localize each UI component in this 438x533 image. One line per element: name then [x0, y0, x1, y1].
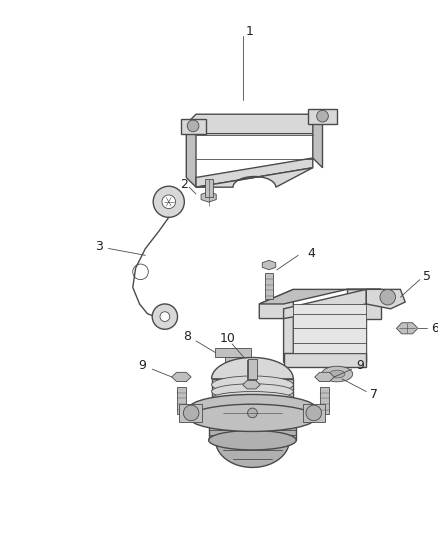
Polygon shape [262, 260, 276, 270]
Ellipse shape [189, 394, 316, 422]
Circle shape [306, 405, 321, 421]
Polygon shape [212, 379, 293, 406]
Ellipse shape [321, 366, 353, 382]
Text: 4: 4 [307, 247, 315, 260]
Circle shape [162, 195, 176, 208]
Ellipse shape [208, 431, 296, 450]
Polygon shape [283, 289, 366, 319]
Polygon shape [196, 158, 313, 187]
Polygon shape [172, 373, 191, 382]
Polygon shape [315, 373, 334, 382]
Circle shape [317, 110, 328, 122]
Polygon shape [320, 386, 329, 414]
Polygon shape [303, 404, 325, 422]
Text: 2: 2 [180, 178, 188, 191]
Polygon shape [366, 289, 405, 309]
Polygon shape [205, 180, 212, 197]
Polygon shape [265, 273, 273, 299]
Circle shape [153, 186, 184, 217]
Polygon shape [212, 358, 293, 379]
Text: 1: 1 [246, 25, 254, 38]
Polygon shape [215, 440, 290, 467]
Text: 10: 10 [219, 332, 235, 344]
Ellipse shape [329, 370, 345, 378]
Polygon shape [215, 348, 251, 358]
Polygon shape [283, 353, 366, 367]
Polygon shape [243, 381, 260, 389]
Polygon shape [186, 114, 322, 134]
Circle shape [380, 289, 396, 305]
Polygon shape [308, 109, 337, 124]
Text: 3: 3 [95, 240, 102, 253]
Circle shape [160, 312, 170, 321]
Ellipse shape [222, 369, 244, 379]
Circle shape [247, 408, 257, 418]
Polygon shape [177, 386, 186, 414]
Text: 6: 6 [431, 322, 438, 335]
Polygon shape [181, 119, 206, 134]
Polygon shape [225, 358, 241, 374]
Polygon shape [259, 289, 381, 304]
Text: 8: 8 [183, 329, 191, 343]
Polygon shape [347, 289, 381, 362]
Ellipse shape [212, 384, 293, 399]
Polygon shape [313, 114, 322, 168]
Polygon shape [201, 192, 216, 202]
Text: 5: 5 [423, 270, 431, 283]
Ellipse shape [212, 376, 293, 393]
Text: 7: 7 [370, 388, 378, 401]
Ellipse shape [212, 392, 293, 405]
Polygon shape [196, 168, 313, 187]
Circle shape [184, 405, 199, 421]
Text: 9: 9 [357, 359, 364, 372]
Polygon shape [259, 289, 293, 362]
Text: 9: 9 [138, 359, 146, 372]
Polygon shape [208, 421, 296, 440]
Polygon shape [396, 322, 418, 334]
Polygon shape [247, 359, 257, 379]
Polygon shape [293, 304, 366, 353]
Polygon shape [189, 408, 316, 418]
Polygon shape [186, 124, 196, 187]
Ellipse shape [208, 411, 296, 431]
Ellipse shape [189, 404, 316, 431]
Polygon shape [247, 360, 256, 385]
Circle shape [152, 304, 177, 329]
Circle shape [187, 120, 199, 132]
Polygon shape [180, 404, 202, 422]
